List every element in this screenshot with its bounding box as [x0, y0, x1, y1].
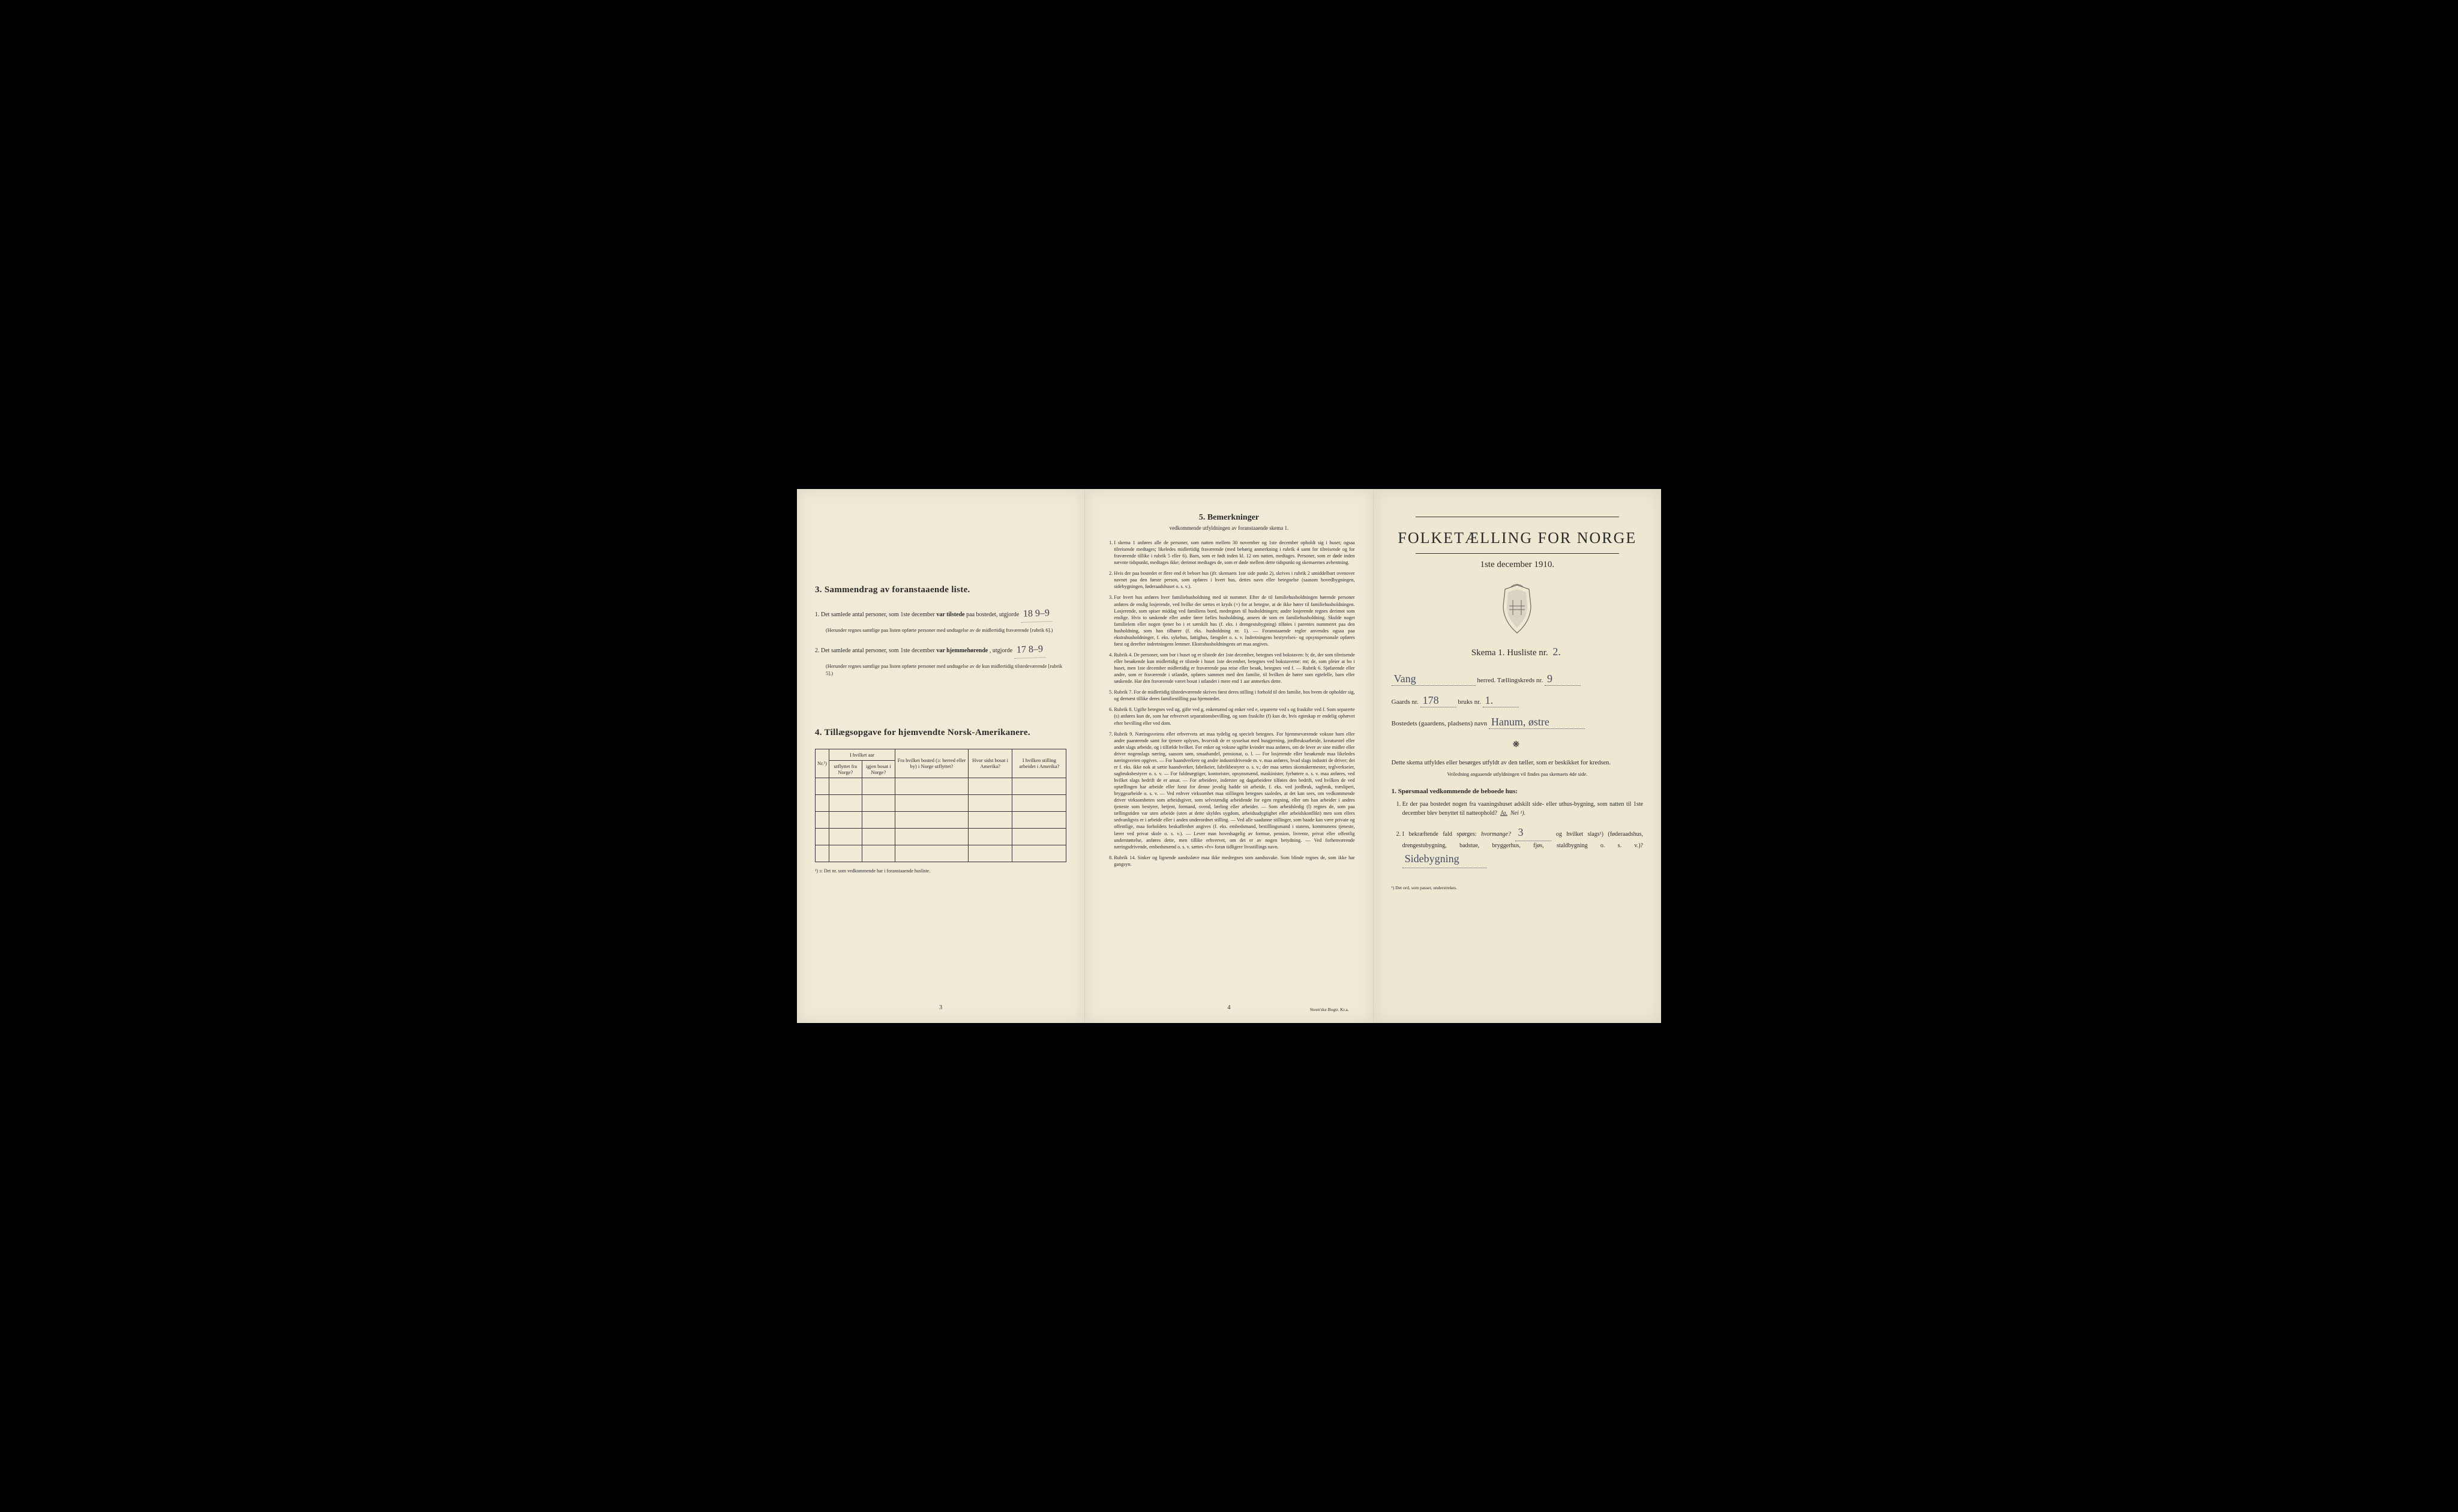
th-bosted: Fra hvilket bosted (ɔ: herred eller by) … — [895, 749, 968, 778]
norsk-amerikanere-table: Nr.¹) I hvilket aar Fra hvilket bosted (… — [815, 749, 1066, 862]
bruks-nr: 1. — [1483, 694, 1519, 707]
item2-post: , utgjorde — [990, 647, 1012, 654]
table-body — [816, 778, 1066, 862]
question-2: I bekræftende fald spørges: hvormange? 3… — [1402, 824, 1643, 868]
bemerkninger-title: 5. Bemerkninger — [1103, 513, 1354, 523]
gaards-nr: 178 — [1420, 694, 1456, 707]
page-3-summary: 3. Sammendrag av foranstaaende liste. 1.… — [797, 489, 1085, 1023]
item-2: 2. Det samlede antal personer, som 1ste … — [815, 642, 1066, 658]
census-date: 1ste december 1910. — [1392, 560, 1643, 570]
th-amerika: Hvor sidst bosat i Amerika? — [968, 749, 1012, 778]
crest-icon — [1496, 582, 1538, 636]
th-utflyttet: utflyttet fra Norge? — [829, 760, 862, 778]
skema-label: Skema 1. Husliste nr. — [1471, 648, 1548, 658]
q2-hvor: hvormange? — [1481, 831, 1511, 838]
herred-row: Vang herred. Tællingskreds nr. 9 — [1392, 673, 1643, 686]
th-nr: Nr.¹) — [816, 749, 829, 778]
question-1: Er der paa bostedet nogen fra vaaningshu… — [1402, 800, 1643, 818]
coat-of-arms — [1392, 582, 1643, 636]
bem-item-6: Rubrik 8. Ugifte betegnes ved ug, gifte … — [1114, 706, 1354, 726]
main-title: FOLKETÆLLING FOR NORGE — [1392, 529, 1643, 547]
bosted-row: Bostedets (gaardens, pladsens) navn Hanu… — [1392, 716, 1643, 729]
instruct-2: Veiledning angaaende utfyldningen vil fi… — [1392, 770, 1643, 778]
section-4-title: 4. Tillægsopgave for hjemvendte Norsk-Am… — [815, 728, 1066, 738]
questions-block: 1. Spørsmaal vedkommende de beboede hus:… — [1392, 788, 1643, 868]
item1-post: paa bostedet, utgjorde — [966, 611, 1019, 618]
instruct-1: Dette skema utfyldes eller besørges utfy… — [1392, 760, 1611, 766]
th-stilling: I hvilken stilling arbeidet i Amerika? — [1012, 749, 1066, 778]
bemerkninger-subtitle: vedkommende utfyldningen av foranstaaend… — [1103, 525, 1354, 531]
kreds-nr: 9 — [1545, 673, 1581, 686]
th-year-group: I hvilket aar — [829, 749, 895, 760]
q2-answer: Sidebygning — [1402, 851, 1486, 868]
bem-item-4: Rubrik 4. De personer, som bor i huset o… — [1114, 652, 1354, 685]
bruks-label: bruks nr. — [1458, 698, 1481, 706]
page-4-bemerkninger: 5. Bemerkninger vedkommende utfyldningen… — [1085, 489, 1373, 1023]
q1-nei: Nei ¹). — [1510, 810, 1525, 817]
bem-item-2: Hvis der paa bostedet er flere end ét be… — [1114, 570, 1354, 590]
instruction-block: Dette skema utfyldes eller besørges utfy… — [1392, 758, 1643, 778]
herred-value: Vang — [1392, 673, 1476, 686]
table-footnote: ¹) ɔ: Det nr. som vedkommende har i fora… — [815, 868, 1066, 874]
bosted-value: Hanum, østre — [1489, 716, 1585, 729]
bem-item-7: Rubrik 9. Næringsveiens eller erhvervets… — [1114, 731, 1354, 850]
bem-item-5: Rubrik 7. For de midlertidig tilstedevær… — [1114, 689, 1354, 702]
item1-note: (Herunder regnes samtlige paa listen opf… — [826, 627, 1066, 634]
q1-ja: Ja. — [1500, 810, 1507, 817]
item2-pre: 2. Det samlede antal personer, som 1ste … — [815, 647, 935, 654]
th-bosat: igjen bosat i Norge? — [862, 760, 895, 778]
footnote-underline: ¹) Det ord, som passer, understrekes. — [1392, 885, 1643, 890]
rule-mid — [1416, 553, 1619, 554]
skema-line: Skema 1. Husliste nr. 2. — [1392, 646, 1643, 658]
ornament: ❋ — [1392, 740, 1643, 750]
title-page: FOLKETÆLLING FOR NORGE 1ste december 191… — [1374, 489, 1661, 1023]
q2-hvor-value: 3 — [1515, 824, 1551, 842]
page-number-3: 3 — [939, 1004, 942, 1011]
q-heading: 1. Spørsmaal vedkommende de beboede hus: — [1392, 788, 1643, 795]
herred-label: herred. Tællingskreds nr. — [1477, 677, 1543, 684]
item1-bold: var tilstede — [936, 611, 964, 618]
bem-item-1: I skema 1 anføres alle de personer, som … — [1114, 539, 1354, 566]
printer-credit: Steen'ske Bogtr. Kr.a. — [1310, 1007, 1349, 1012]
section-3-title: 3. Sammendrag av foranstaaende liste. — [815, 585, 1066, 595]
three-page-spread: 3. Sammendrag av foranstaaende liste. 1.… — [797, 489, 1661, 1023]
gaards-label: Gaards nr. — [1392, 698, 1419, 706]
item1-pre: 1. Det samlede antal personer, som 1ste … — [815, 611, 935, 618]
bem-item-8: Rubrik 14. Sinker og lignende aandssløve… — [1114, 854, 1354, 868]
q2-a: I bekræftende fald spørges: — [1402, 831, 1477, 838]
gaards-row: Gaards nr. 178 bruks nr. 1. — [1392, 694, 1643, 707]
item2-handwritten: 17 8–9 — [1014, 642, 1045, 659]
item2-bold: var hjemmehørende — [936, 647, 988, 654]
bem-item-3: For hvert hus anføres hver familiehushol… — [1114, 594, 1354, 647]
item2-note: (Herunder regnes samtlige paa listen opf… — [826, 663, 1066, 677]
husliste-nr: 2. — [1550, 646, 1563, 658]
bemerkninger-list: I skema 1 anføres alle de personer, som … — [1103, 539, 1354, 868]
item-1: 1. Det samlede antal personer, som 1ste … — [815, 606, 1066, 622]
bosted-label: Bostedets (gaardens, pladsens) navn — [1392, 720, 1487, 727]
item1-handwritten: 18 9–9 — [1020, 605, 1052, 622]
page-number-4: 4 — [1227, 1004, 1230, 1011]
